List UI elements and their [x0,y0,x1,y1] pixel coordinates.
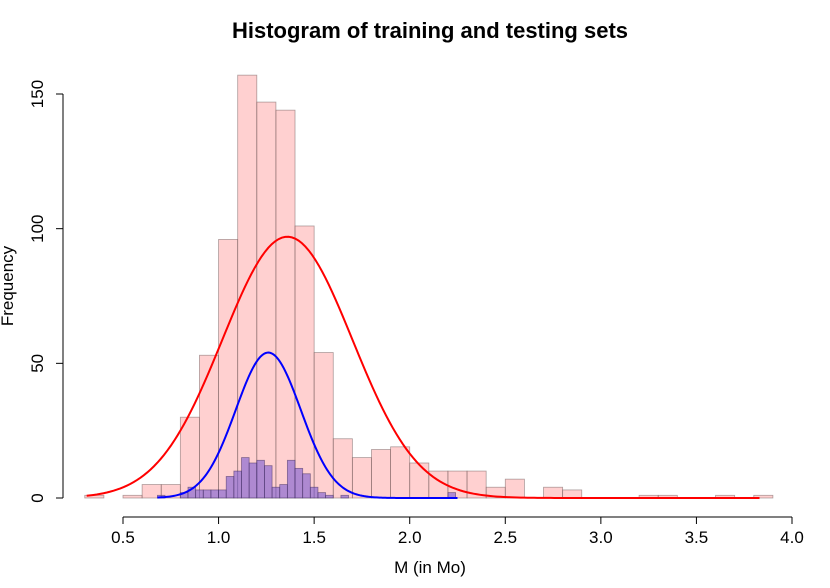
testing-bar [225,476,235,499]
training-bar [199,354,219,499]
testing-bar [218,489,227,499]
training-bar [122,494,143,499]
x-tick-label: 1.0 [207,528,231,547]
training-bars [84,74,774,499]
training-bar [294,225,315,499]
y-axis-label: Frequency [0,245,17,326]
training-bar [256,101,277,499]
x-tick-label: 0.5 [111,528,135,547]
testing-bars [157,457,456,499]
training-bar [371,449,392,499]
chart-title: Histogram of training and testing sets [232,18,628,43]
y-axis: 0 50 100 150 [28,80,64,503]
training-normal-curve [86,235,760,499]
testing-bar [264,465,273,499]
x-tick-label: 4.0 [780,528,804,547]
testing-bar [302,473,311,499]
testing-bar [233,470,242,499]
x-tick-label: 2.0 [398,528,422,547]
x-tick-label: 1.5 [302,528,326,547]
y-tick-label: 0 [28,493,47,502]
testing-bar [241,457,250,499]
training-bar [218,239,239,499]
x-axis: 0.5 1.0 1.5 2.0 2.5 3.0 3.5 4.0 [111,516,804,547]
training-bar [504,478,525,499]
y-tick-label: 100 [28,214,47,242]
testing-bar [256,459,265,499]
testing-bar [248,462,258,499]
training-bar [753,494,774,499]
testing-bar [279,484,288,499]
testing-bar [340,494,349,499]
testing-bar [195,489,204,499]
testing-bar [325,494,334,499]
x-tick-label: 3.0 [589,528,613,547]
training-bar [390,446,411,499]
training-bar [275,109,296,499]
testing-bar [202,489,212,499]
x-axis-label: M (in Mo) [394,558,466,577]
testing-bar [294,467,304,499]
training-bar [543,486,564,499]
testing-bar [286,459,296,499]
training-bar [237,74,258,499]
x-tick-label: 2.5 [493,528,517,547]
testing-bar [210,489,219,499]
y-tick-label: 50 [28,354,47,373]
training-bar [466,470,487,499]
testing-normal-curve [157,351,458,499]
testing-bar [309,486,319,499]
training-bar [409,462,430,499]
training-bar [332,438,353,499]
testing-bar [317,492,327,499]
x-tick-label: 3.5 [685,528,709,547]
training-bar [351,457,372,499]
testing-bar [271,486,281,499]
y-tick-label: 150 [28,80,47,108]
training-bar [562,489,583,499]
